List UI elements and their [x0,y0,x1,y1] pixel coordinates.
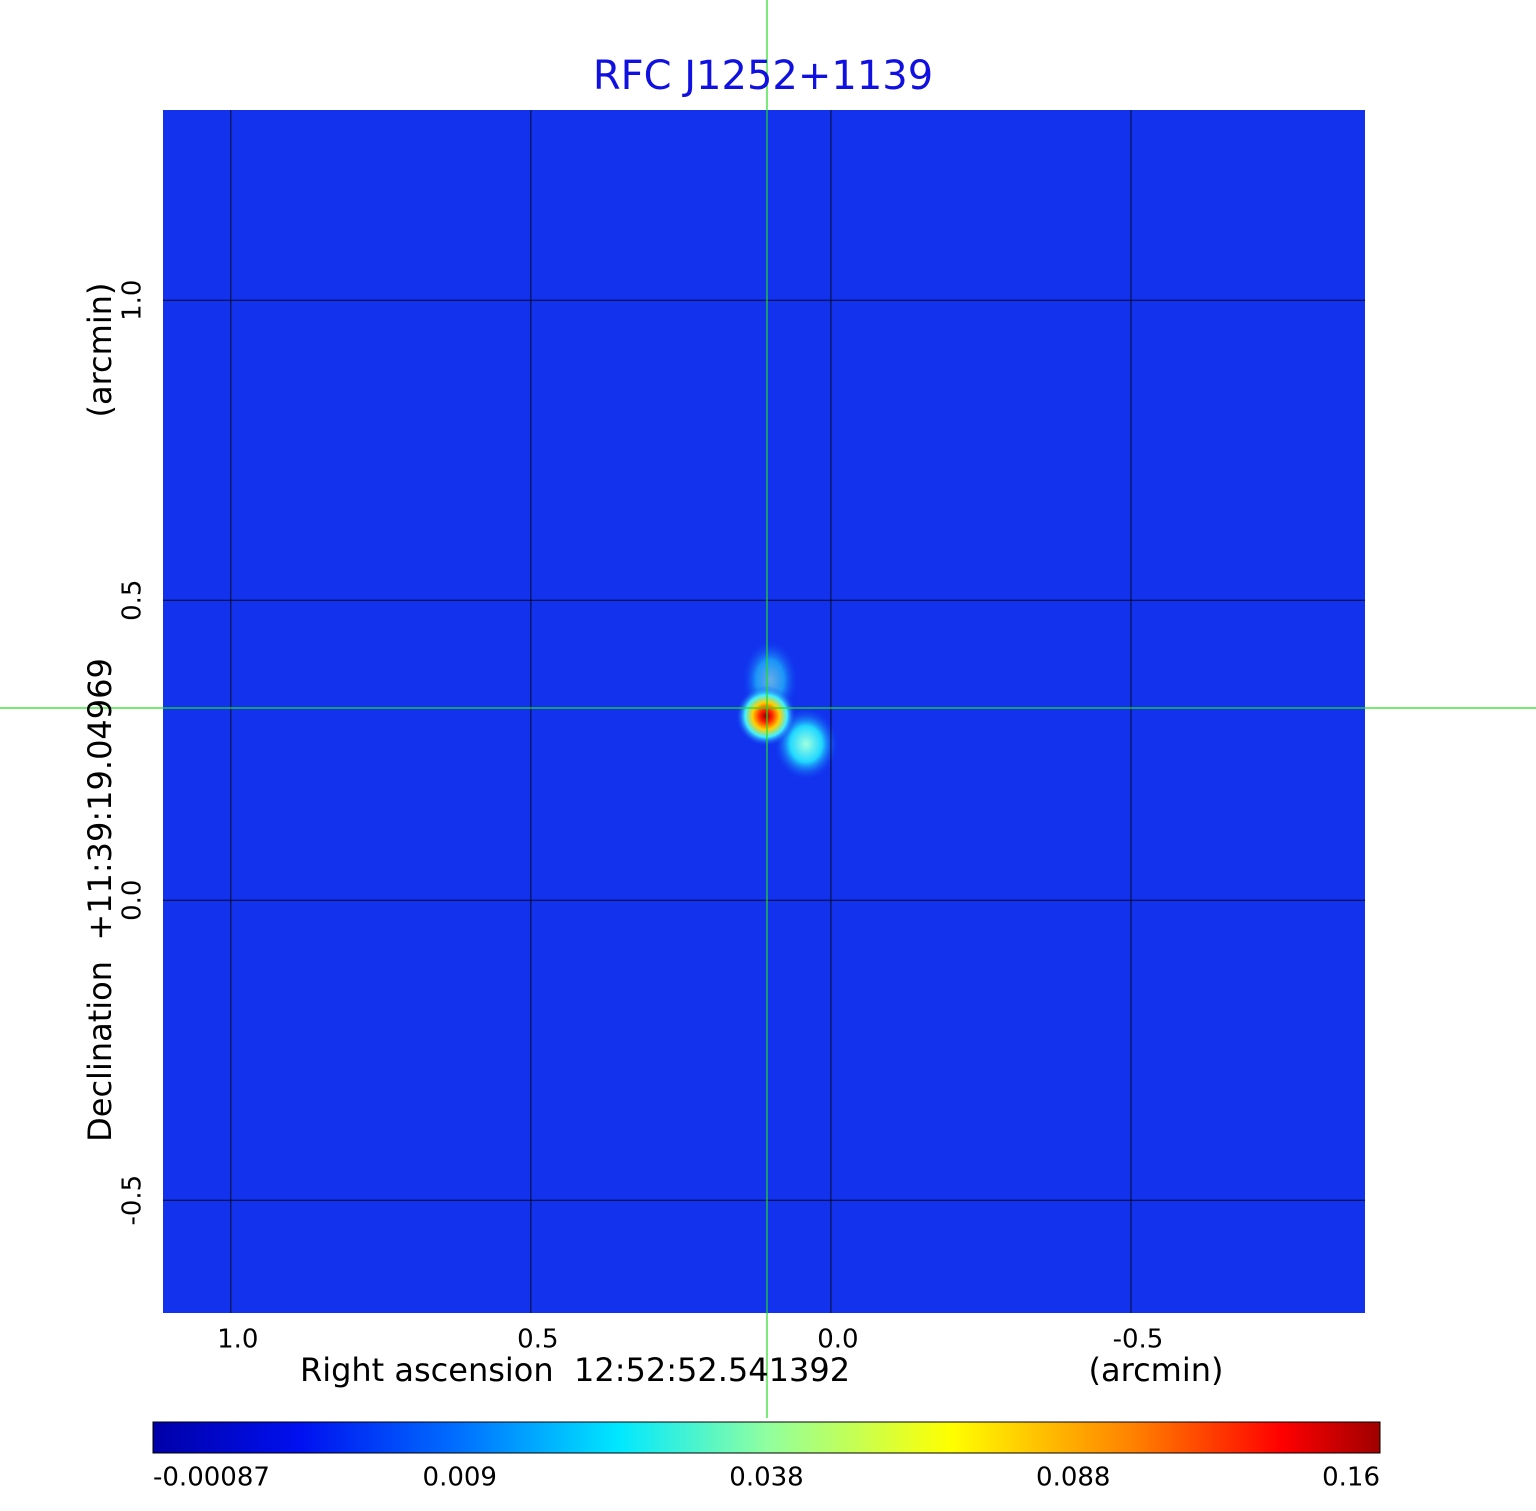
y-axis-label: Declination +11:39:19.04969 [81,658,119,1142]
grid [163,110,1365,1313]
x-tick-label: 1.0 [217,1325,258,1355]
colorbar-tick-label: 0.009 [423,1463,497,1493]
y-axis-unit: (arcmin) [81,283,119,418]
x-axis-label: Right ascension 12:52:52.541392 [300,1351,850,1389]
x-tick-label: 0.5 [517,1325,558,1355]
y-tick-label: 0.5 [118,580,148,621]
x-tick-label: -0.5 [1113,1325,1164,1355]
x-axis-unit: (arcmin) [1089,1351,1224,1389]
colorbar-tick-label: 0.088 [1036,1463,1110,1493]
colorbar-tick-label: 0.038 [729,1463,803,1493]
colorbar [152,1421,1381,1454]
colorbar-tick-label: 0.16 [1322,1463,1380,1493]
colorbar-tick-label: -0.00087 [153,1463,270,1493]
chart-title: RFC J1252+1139 [593,53,933,99]
emission-core [736,686,796,746]
x-tick-label: 0.0 [817,1325,858,1355]
y-tick-label: 0.0 [118,880,148,921]
y-tick-label: 1.0 [118,280,148,321]
y-tick-label: -0.5 [118,1175,148,1226]
